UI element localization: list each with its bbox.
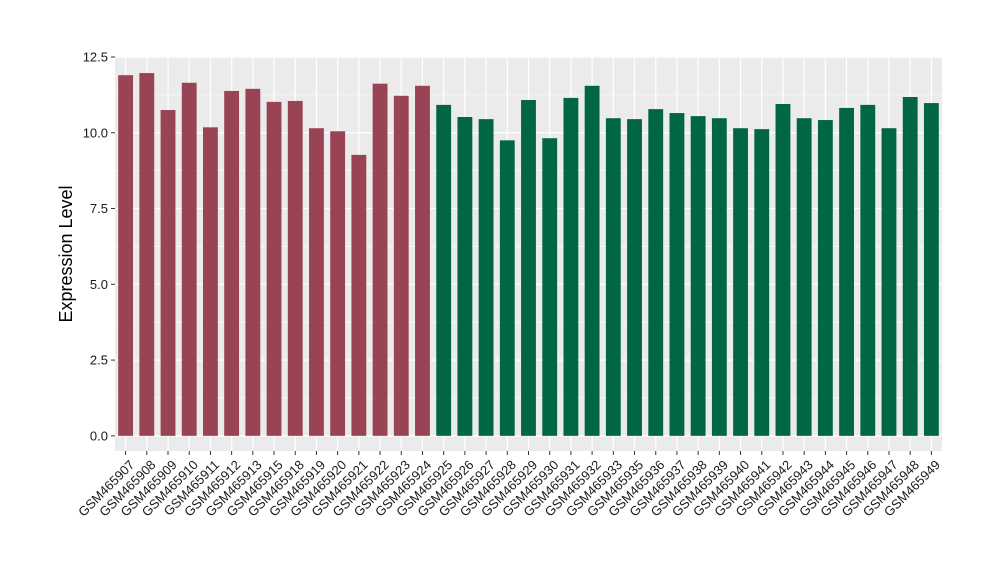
bar-GSM465930	[542, 138, 558, 436]
bar-GSM465946	[860, 104, 876, 436]
bars	[118, 73, 939, 436]
bar-GSM465935	[627, 119, 642, 436]
bar-GSM465926	[457, 117, 473, 436]
bar-GSM465912	[224, 90, 240, 436]
bar-GSM465932	[584, 85, 600, 436]
bar-GSM465920	[330, 131, 346, 436]
bar-GSM465947	[881, 128, 897, 436]
y-tick-label: 5.0	[90, 277, 108, 292]
bar-GSM465937	[669, 113, 685, 436]
bar-GSM465941	[754, 129, 770, 436]
y-tick-label: 12.5	[83, 50, 108, 65]
bar-GSM465927	[478, 119, 494, 436]
bar-GSM465921	[351, 154, 367, 436]
y-tick-label: 10.0	[83, 125, 108, 140]
bar-GSM465948	[902, 97, 918, 436]
bar-GSM465949	[923, 103, 939, 436]
bar-GSM465933	[605, 118, 621, 436]
bar-GSM465931	[563, 97, 579, 436]
bar-GSM465925	[436, 104, 452, 436]
bar-GSM465943	[796, 118, 812, 436]
bar-GSM465924	[415, 85, 430, 436]
bar-GSM465938	[690, 116, 706, 436]
bar-GSM465907	[118, 75, 134, 436]
y-tick-label: 0.0	[90, 428, 108, 443]
bar-GSM465908	[139, 73, 155, 436]
bar-GSM465942	[775, 103, 791, 436]
bar-GSM465923	[393, 95, 409, 436]
bar-GSM465945	[839, 107, 854, 436]
y-tick-label: 2.5	[90, 353, 108, 368]
y-tick-label: 7.5	[90, 201, 108, 216]
bar-GSM465928	[499, 140, 515, 436]
bar-GSM465929	[521, 100, 536, 436]
bar-GSM465944	[817, 120, 833, 436]
bar-GSM465909	[160, 110, 176, 436]
x-axis-ticks: GSM465907GSM465908GSM465909GSM465910GSM4…	[75, 451, 943, 519]
y-axis-title: Expression Level	[56, 185, 76, 322]
bar-GSM465940	[733, 128, 748, 436]
bar-GSM465922	[372, 83, 388, 436]
y-axis-ticks: 0.0 2.5 5.0 7.5 10.0 12.5	[83, 50, 115, 443]
bar-GSM465919	[309, 128, 324, 436]
bar-GSM465915	[266, 101, 282, 436]
bar-GSM465911	[203, 127, 218, 436]
bar-GSM465939	[711, 118, 727, 436]
bar-GSM465936	[648, 109, 664, 436]
bar-GSM465918	[287, 100, 303, 436]
bar-GSM465913	[245, 88, 261, 436]
bar-GSM465910	[181, 82, 197, 436]
